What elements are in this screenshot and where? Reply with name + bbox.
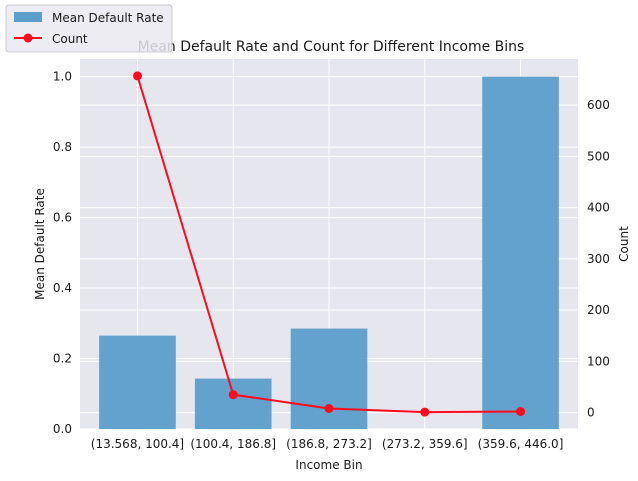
x-tick-label: (13.568, 100.4]	[91, 437, 184, 451]
x-tick-label: (100.4, 186.8]	[190, 437, 276, 451]
y2-tick-label: 600	[587, 98, 610, 112]
count-point	[228, 390, 238, 400]
y2-tick-label: 400	[587, 201, 610, 215]
y2-tick-label: 0	[587, 406, 595, 420]
count-point	[132, 71, 142, 81]
legend-marker-line	[23, 33, 33, 43]
y-tick-label: 0.8	[53, 140, 72, 154]
legend-label-bar: Mean Default Rate	[52, 11, 164, 25]
bar	[482, 76, 559, 429]
x-tick-label: (273.2, 359.6]	[382, 437, 468, 451]
legend-swatch-bar	[14, 12, 42, 22]
legend-box	[5, 4, 173, 53]
bar	[290, 328, 368, 429]
y2-tick-label: 300	[587, 252, 610, 266]
legend: Mean Default Rate Count	[5, 4, 173, 53]
count-point	[324, 404, 334, 414]
y2-tick-label: 500	[587, 149, 610, 163]
y-tick-label: 0.2	[53, 352, 72, 366]
y-tick-label: 1.0	[53, 70, 72, 84]
y-axis-label: Mean Default Rate	[33, 188, 47, 300]
count-point	[516, 407, 526, 417]
x-tick-label: (359.6, 446.0]	[478, 437, 564, 451]
y2-axis-label: Count	[617, 226, 631, 262]
bar	[194, 378, 272, 429]
y-tick-label: 0.0	[53, 422, 72, 436]
x-axis-label: Income Bin	[295, 458, 362, 472]
x-tick-label: (186.8, 273.2]	[286, 437, 372, 451]
y2-tick-label: 100	[587, 354, 610, 368]
bar	[99, 335, 176, 429]
legend-label-line: Count	[52, 32, 88, 46]
y-tick-label: 0.6	[53, 211, 72, 225]
chart-title: Mean Default Rate and Count for Differen…	[138, 39, 525, 55]
y2-tick-label: 200	[587, 303, 610, 317]
y-tick-label: 0.4	[53, 281, 72, 295]
count-point	[420, 407, 430, 417]
